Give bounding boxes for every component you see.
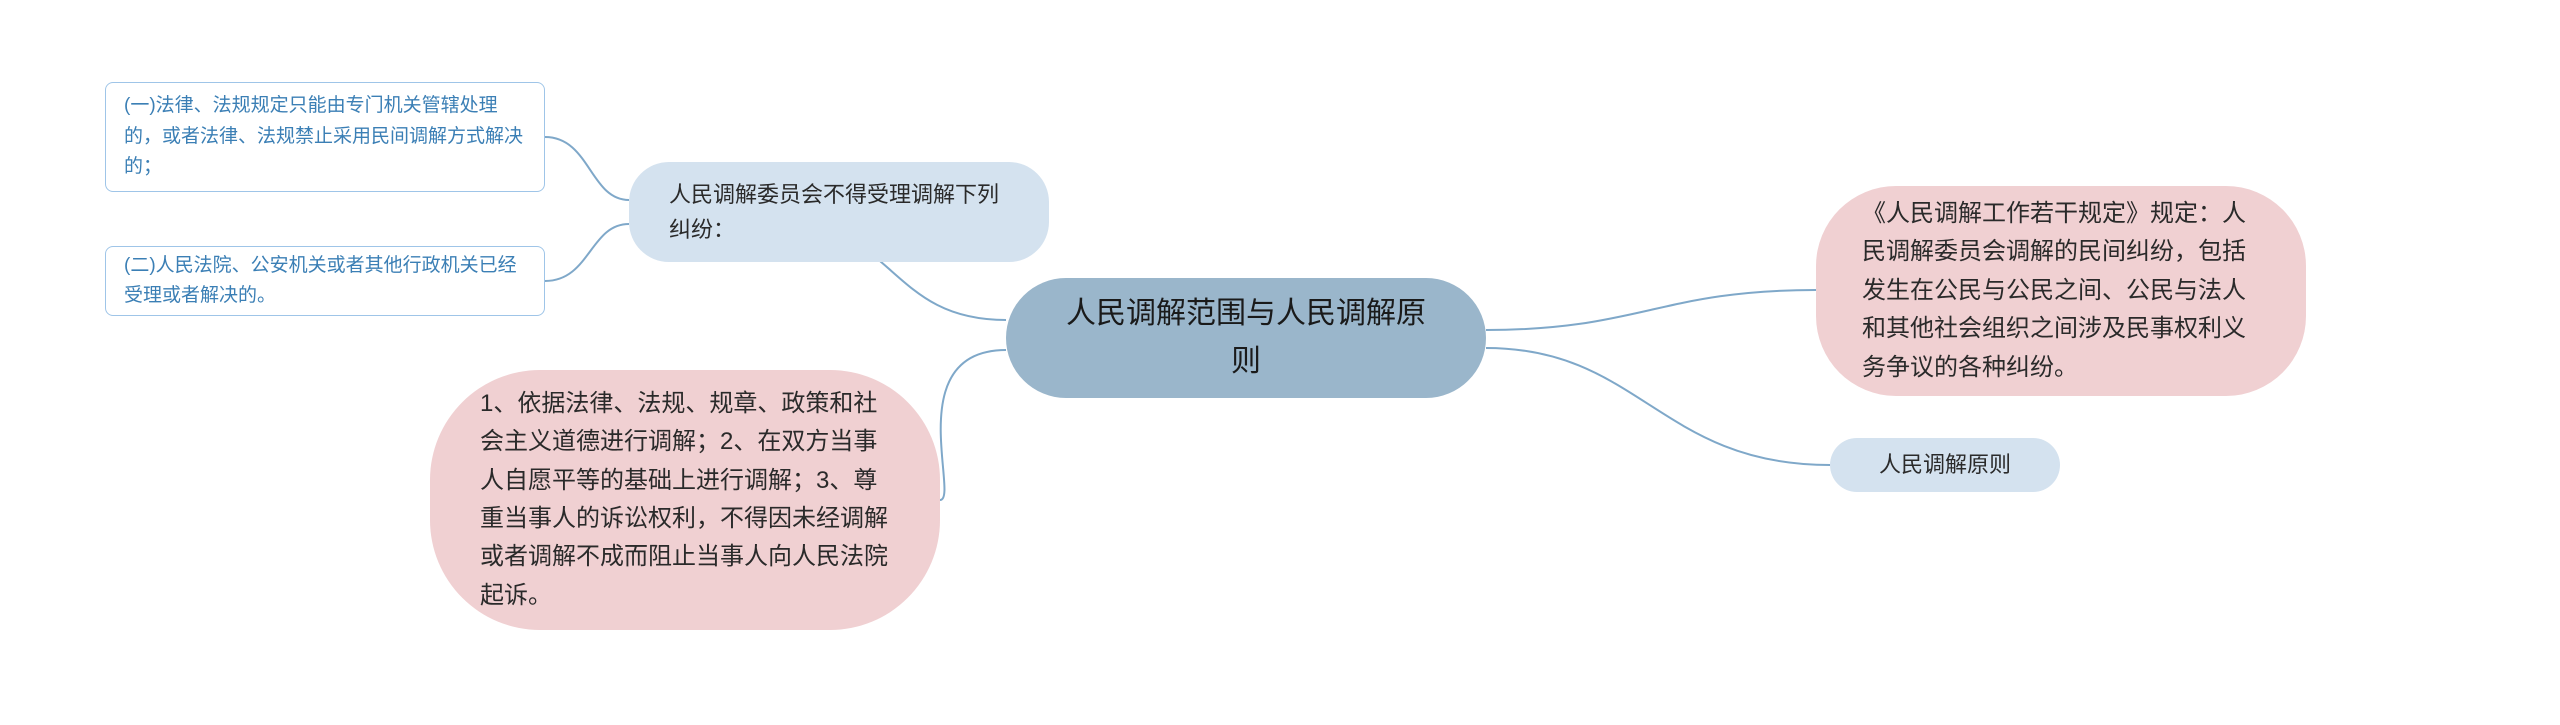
right-top-text: 《人民调解工作若干规定》规定：人民调解委员会调解的民间纠纷，包括发生在公民与公民… [1862,195,2260,387]
edge-center-right-bottom [1486,348,1830,465]
edge-center-left-bottom [940,350,1006,500]
left-top-node: 人民调解委员会不得受理调解下列纠纷： [629,162,1049,262]
leaf-bottom-text: (二)人民法院、公安机关或者其他行政机关已经受理或者解决的。 [124,251,526,312]
edge-lefttop-leaf1 [545,137,629,200]
left-bottom-text: 1、依据法律、法规、规章、政策和社会主义道德进行调解；2、在双方当事人自愿平等的… [480,385,890,615]
leaf-top-text: (一)法律、法规规定只能由专门机关管辖处理的，或者法律、法规禁止采用民间调解方式… [124,91,526,182]
right-bottom-node: 人民调解原则 [1830,438,2060,492]
leaf-top-node: (一)法律、法规规定只能由专门机关管辖处理的，或者法律、法规禁止采用民间调解方式… [105,82,545,192]
right-bottom-text: 人民调解原则 [1860,447,2030,482]
edge-lefttop-leaf2 [545,224,629,281]
leaf-bottom-node: (二)人民法院、公安机关或者其他行政机关已经受理或者解决的。 [105,246,545,316]
right-top-node: 《人民调解工作若干规定》规定：人民调解委员会调解的民间纠纷，包括发生在公民与公民… [1816,186,2306,396]
left-bottom-node: 1、依据法律、法规、规章、政策和社会主义道德进行调解；2、在双方当事人自愿平等的… [430,370,940,630]
center-node: 人民调解范围与人民调解原则 [1006,278,1486,398]
center-node-text: 人民调解范围与人民调解原则 [1056,290,1436,386]
left-top-text: 人民调解委员会不得受理调解下列纠纷： [669,177,1009,247]
edge-center-right-top [1486,290,1816,330]
